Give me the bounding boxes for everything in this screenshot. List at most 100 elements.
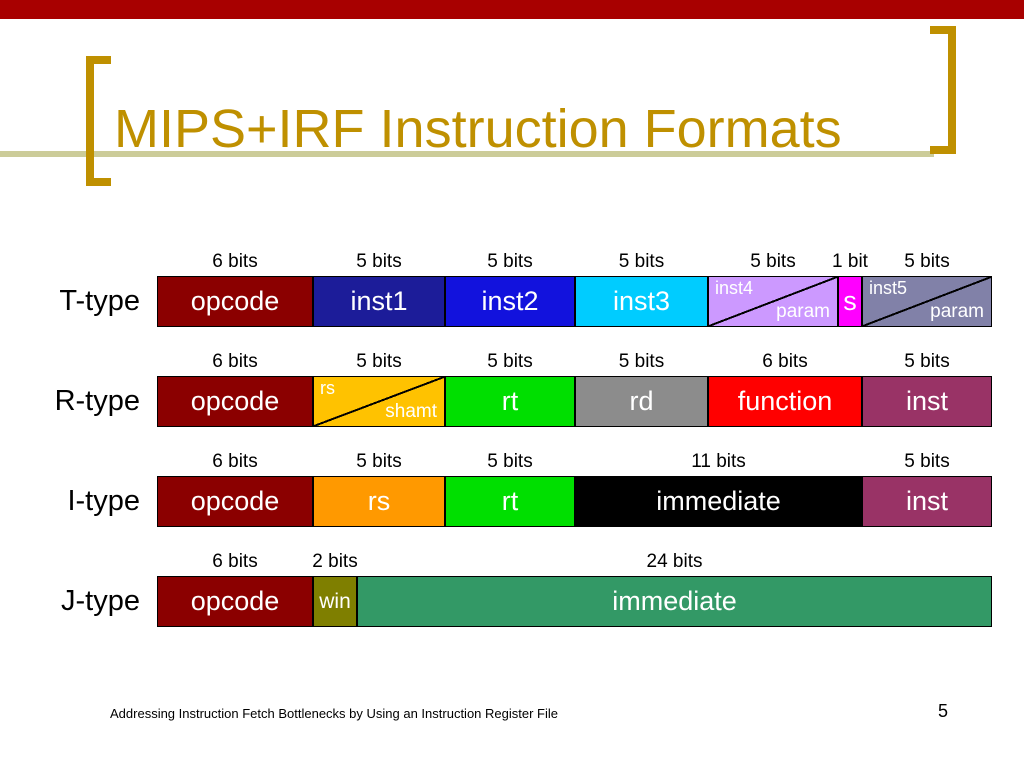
bits-text: 5 bits bbox=[356, 351, 402, 372]
bits-label: 2 bits bbox=[312, 551, 358, 576]
field-opcode: 6 bits opcode bbox=[157, 551, 313, 627]
field-box: opcode bbox=[157, 376, 313, 427]
bits-text: 5 bits bbox=[904, 251, 950, 272]
fields-strip: 6 bits opcode 5 bits rs shamt 5 bits rt 5 bits r… bbox=[157, 351, 992, 427]
bits-text: 5 bits bbox=[904, 351, 950, 372]
bits-label: 5 bits bbox=[708, 251, 838, 276]
field-box: opcode bbox=[157, 276, 313, 327]
fields-strip: 6 bits opcode 2 bits win 24 bits immediate bbox=[157, 551, 992, 627]
bits-text: 5 bits bbox=[487, 251, 533, 272]
bits-label: 5 bits bbox=[575, 251, 708, 276]
bits-text: 6 bits bbox=[212, 551, 258, 572]
field-rt: 5 bits rt bbox=[445, 451, 575, 527]
bits-label: 1 bit bbox=[832, 251, 868, 276]
bits-text: 6 bits bbox=[212, 351, 258, 372]
page-number: 5 bbox=[938, 701, 949, 721]
accent-line-decoration bbox=[0, 151, 934, 157]
field-label-top: rs bbox=[320, 378, 335, 398]
field-box: rd bbox=[575, 376, 708, 427]
bits-label: 5 bits bbox=[862, 351, 992, 376]
bits-text: 11 bits bbox=[691, 451, 746, 472]
fields-strip: 6 bits opcode 5 bits rs 5 bits rt 11 bits immed… bbox=[157, 451, 992, 527]
field-opcode: 6 bits opcode bbox=[157, 251, 313, 327]
bits-text: 6 bits bbox=[762, 351, 808, 372]
bits-label: 24 bits bbox=[357, 551, 992, 576]
bits-label: 6 bits bbox=[157, 451, 313, 476]
field-box: rs bbox=[313, 476, 445, 527]
bits-label: 6 bits bbox=[157, 351, 313, 376]
bits-label: 5 bits bbox=[445, 251, 575, 276]
bits-text: 5 bits bbox=[904, 451, 950, 472]
field-inst5: 5 bits inst5 param bbox=[862, 251, 992, 327]
field-label-bottom: shamt bbox=[385, 401, 437, 423]
slide-title: MIPS+IRF Instruction Formats bbox=[114, 99, 842, 159]
field-box: immediate bbox=[357, 576, 992, 627]
bits-label: 6 bits bbox=[157, 251, 313, 276]
field-label-bottom: param bbox=[776, 301, 830, 323]
left-bracket-icon bbox=[86, 56, 111, 186]
field-box: rs shamt bbox=[313, 376, 445, 427]
bits-text: 5 bits bbox=[356, 451, 402, 472]
bits-text: 24 bits bbox=[646, 551, 703, 572]
row-label: J-type bbox=[61, 585, 140, 617]
field-function: 6 bits function bbox=[708, 351, 862, 427]
bits-text: 5 bits bbox=[487, 451, 533, 472]
bits-label: 5 bits bbox=[313, 251, 445, 276]
field-box: inst1 bbox=[313, 276, 445, 327]
right-bracket-icon bbox=[930, 26, 956, 154]
bits-text: 5 bits bbox=[487, 351, 533, 372]
bits-text: 5 bits bbox=[750, 251, 796, 272]
field-win: 2 bits win bbox=[312, 551, 358, 627]
bits-label: 5 bits bbox=[313, 351, 445, 376]
field-box: rt bbox=[445, 476, 575, 527]
field-box: inst2 bbox=[445, 276, 575, 327]
field-label-top: inst5 bbox=[869, 278, 908, 298]
bits-text: 6 bits bbox=[212, 251, 258, 272]
bits-label: 5 bits bbox=[862, 451, 992, 476]
row-label: I-type bbox=[67, 485, 140, 517]
field-inst3: 5 bits inst3 bbox=[575, 251, 708, 327]
field-box: rt bbox=[445, 376, 575, 427]
bits-text: 1 bit bbox=[832, 251, 868, 272]
field-inst2: 5 bits inst2 bbox=[445, 251, 575, 327]
field-label-bottom: param bbox=[930, 301, 984, 323]
format-rows: T-type 6 bits opcode 5 bits inst1 5 bits inst2… bbox=[0, 251, 1024, 652]
bits-label: 5 bits bbox=[445, 451, 575, 476]
field-rd: 5 bits rd bbox=[575, 351, 708, 427]
field-inst4: 5 bits inst4 param bbox=[708, 251, 838, 327]
bits-label: 5 bits bbox=[862, 251, 992, 276]
row-label: T-type bbox=[59, 285, 140, 317]
format-row-i-type: I-type 6 bits opcode 5 bits rs 5 bits rt 11 bit… bbox=[0, 451, 1024, 527]
top-bar-decoration bbox=[0, 0, 1024, 19]
field-box: function bbox=[708, 376, 862, 427]
field-immediate: 24 bits immediate bbox=[357, 551, 992, 627]
bits-text: 5 bits bbox=[356, 251, 402, 272]
field-immediate: 11 bits immediate bbox=[575, 451, 862, 527]
field-rs: 5 bits rs shamt bbox=[313, 351, 445, 427]
field-opcode: 6 bits opcode bbox=[157, 451, 313, 527]
fields-strip: 6 bits opcode 5 bits inst1 5 bits inst2 5 bits… bbox=[157, 251, 992, 327]
field-inst: 5 bits inst bbox=[862, 451, 992, 527]
field-rs: 5 bits rs bbox=[313, 451, 445, 527]
bits-label: 6 bits bbox=[708, 351, 862, 376]
format-row-j-type: J-type 6 bits opcode 2 bits win 24 bits immedi… bbox=[0, 551, 1024, 627]
format-row-t-type: T-type 6 bits opcode 5 bits inst1 5 bits inst2… bbox=[0, 251, 1024, 327]
field-box: opcode bbox=[157, 576, 313, 627]
field-inst1: 5 bits inst1 bbox=[313, 251, 445, 327]
footer-text: Addressing Instruction Fetch Bottlenecks… bbox=[110, 706, 558, 721]
format-row-r-type: R-type 6 bits opcode 5 bits rs shamt 5 bits rt 5… bbox=[0, 351, 1024, 427]
field-box: inst bbox=[862, 476, 992, 527]
field-box: inst5 param bbox=[862, 276, 992, 327]
bits-text: 5 bits bbox=[618, 251, 665, 272]
field-s: 1 bit s bbox=[832, 251, 868, 327]
field-opcode: 6 bits opcode bbox=[157, 351, 313, 427]
field-box: s bbox=[838, 276, 862, 327]
field-box: opcode bbox=[157, 476, 313, 527]
bits-text: 6 bits bbox=[212, 451, 258, 472]
bits-text: 5 bits bbox=[618, 351, 665, 372]
bits-label: 5 bits bbox=[313, 451, 445, 476]
field-box: inst4 param bbox=[708, 276, 838, 327]
bits-text: 2 bits bbox=[312, 551, 358, 572]
bits-label: 5 bits bbox=[575, 351, 708, 376]
